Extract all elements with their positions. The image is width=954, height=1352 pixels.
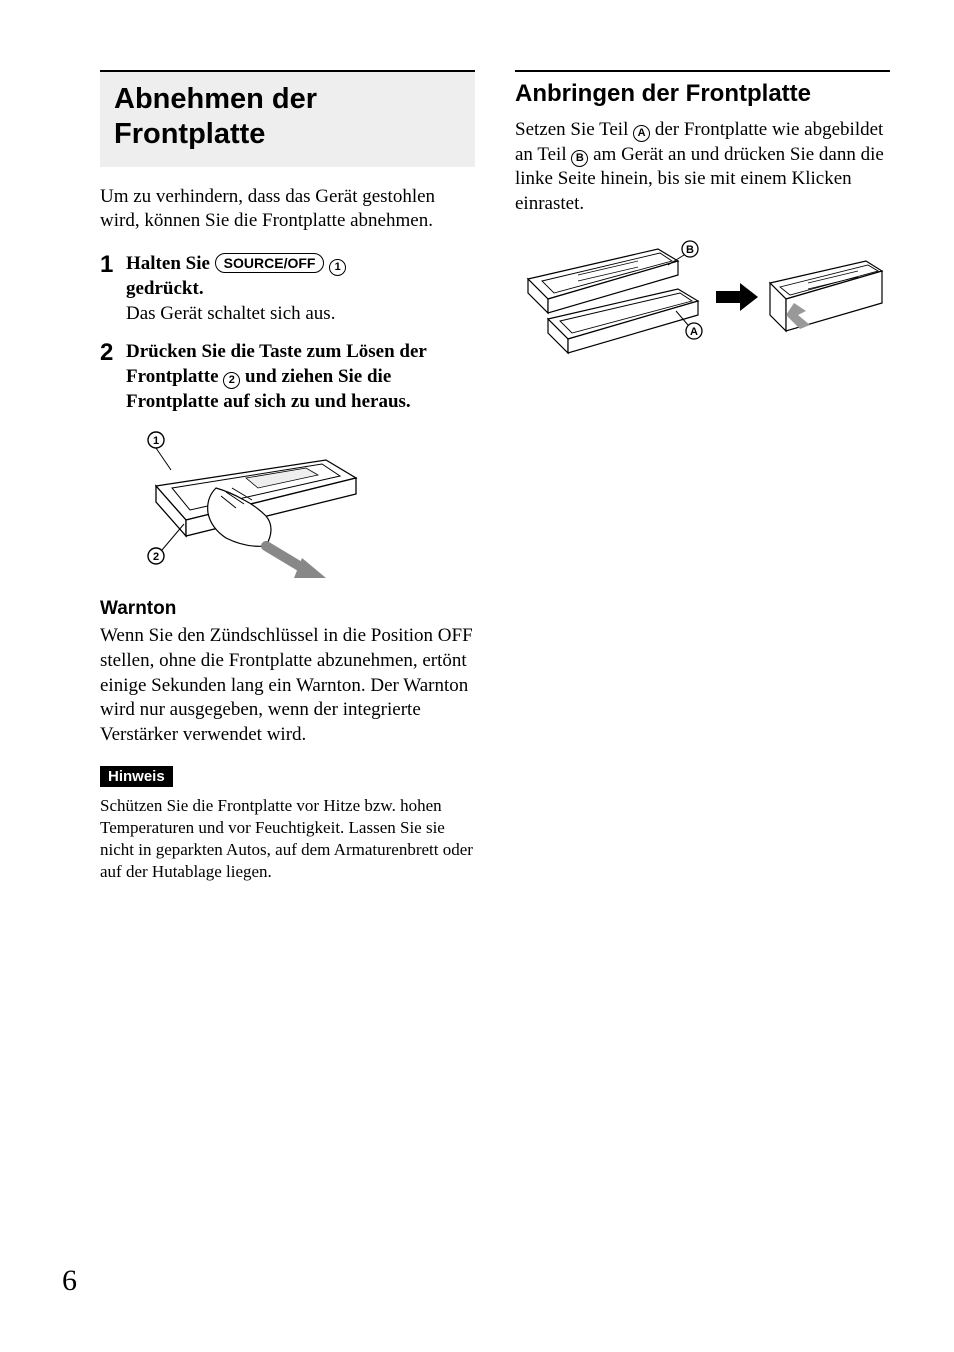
- letter-b-icon: B: [571, 150, 588, 167]
- note-badge: Hinweis: [100, 766, 173, 787]
- step-text-b: gedrückt.: [126, 278, 204, 299]
- right-subhead: Anbringen der Frontplatte: [515, 70, 890, 108]
- step-result: Das Gerät schaltet sich aus.: [126, 302, 475, 327]
- detach-illustration: 1 2: [126, 428, 475, 578]
- section-title: Abnehmen der Frontplatte: [114, 82, 463, 153]
- illus-label-1: 1: [153, 435, 159, 447]
- letter-a-icon: A: [633, 125, 650, 142]
- step-2: 2 Drücken Sie die Taste zum Lösen der Fr…: [100, 340, 475, 414]
- right-body: Setzen Sie Teil A der Frontplatte wie ab…: [515, 118, 890, 217]
- step-number: 1: [100, 252, 126, 326]
- illus-label-a: A: [690, 326, 698, 338]
- step-text-a: Halten Sie: [126, 253, 215, 274]
- illus-label-2: 2: [153, 551, 159, 563]
- callout-2-icon: 2: [223, 372, 240, 389]
- right-body-a: Setzen Sie Teil: [515, 119, 633, 140]
- step-number: 2: [100, 340, 126, 414]
- step-text: Drücken Sie die Taste zum Lösen der Fron…: [126, 341, 427, 411]
- illus-label-b: B: [686, 244, 694, 256]
- warnton-text: Wenn Sie den Zündschlüssel in die Positi…: [100, 624, 475, 747]
- intro-text: Um zu verhindern, dass das Gerät gestohl…: [100, 185, 475, 234]
- page-number: 6: [62, 1264, 77, 1298]
- section-title-box: Abnehmen der Frontplatte: [100, 70, 475, 167]
- step-1: 1 Halten Sie SOURCE/OFF 1 gedrückt. Das …: [100, 252, 475, 326]
- note-text: Schützen Sie die Frontplatte vor Hitze b…: [100, 795, 475, 883]
- source-off-button-label: SOURCE/OFF: [215, 253, 325, 273]
- callout-1-icon: 1: [329, 259, 346, 276]
- attach-illustration: B A: [515, 231, 890, 381]
- step-text: Halten Sie SOURCE/OFF 1 gedrückt.: [126, 253, 346, 299]
- warnton-heading: Warnton: [100, 598, 475, 620]
